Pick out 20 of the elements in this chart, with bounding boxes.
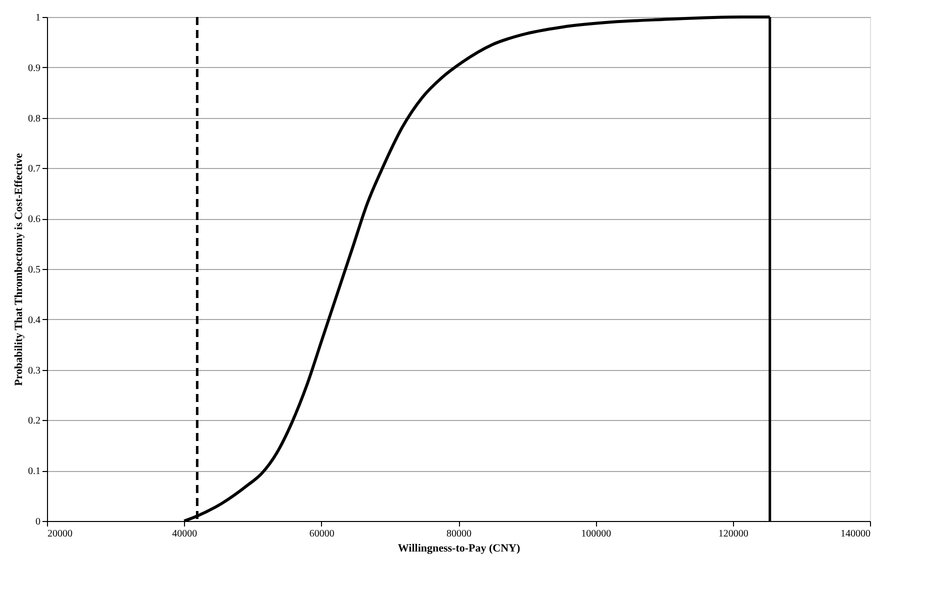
x-tick-label: 100000 — [581, 528, 612, 540]
y-tick-label: 0.4 — [28, 314, 40, 326]
y-tick-label: 0.9 — [28, 62, 40, 74]
x-tick-label: 120000 — [718, 528, 748, 540]
y-tick-label: 0.2 — [28, 416, 40, 427]
x-tick-label: 140000 — [840, 528, 870, 540]
y-tick-label: 0.5 — [28, 264, 40, 276]
x-tick-label: 40000 — [172, 528, 198, 540]
x-axis-title: Willingness-to-Pay (CNY) — [398, 542, 520, 554]
y-tick-label: 0.7 — [28, 164, 40, 175]
x-tick-label: 60000 — [309, 528, 334, 540]
y-tick-label: 0.1 — [28, 466, 40, 478]
y-tick-label: 0.3 — [28, 365, 40, 376]
y-tick-label: 0.6 — [28, 214, 40, 226]
y-tick-label: 0.8 — [28, 113, 40, 124]
y-tick-label: 0 — [36, 516, 40, 528]
x-tick-label: 20000 — [48, 528, 72, 540]
x-tick-label: 80000 — [446, 528, 472, 540]
y-tick-label: 1 — [36, 12, 40, 24]
y-axis-title: Probability That Thrombectomy is Cost-Effective — [13, 153, 25, 386]
